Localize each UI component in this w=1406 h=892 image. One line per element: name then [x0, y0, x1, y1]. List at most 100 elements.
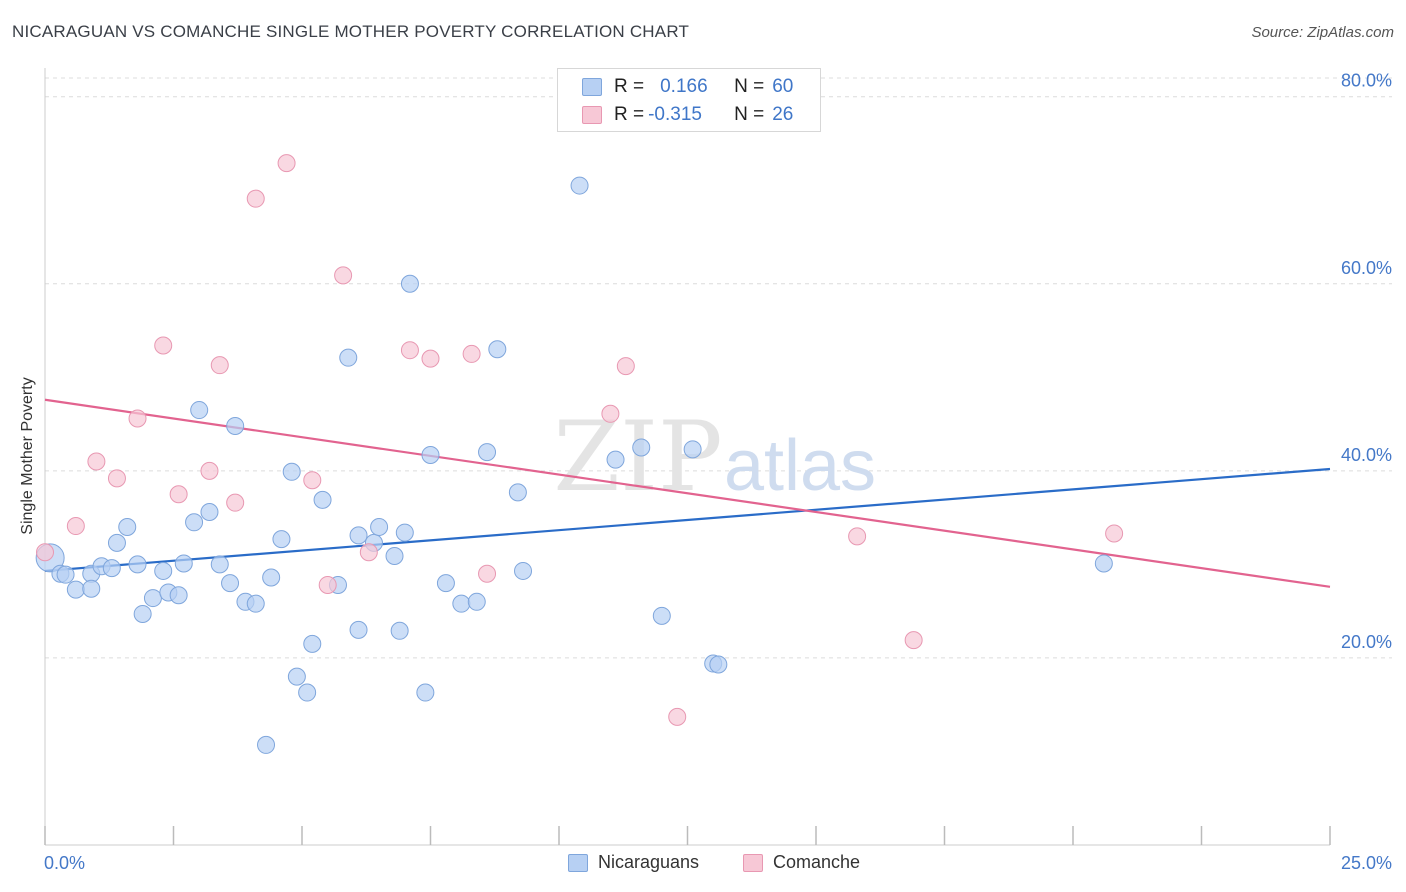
point-comanche: [303, 471, 322, 490]
legend-swatch-pink: [582, 106, 602, 124]
legend-swatch-blue: [582, 78, 602, 96]
point-comanche: [226, 493, 245, 512]
legend-n-value: 26: [772, 104, 794, 125]
bottom-legend-nicaraguans: Nicaraguans: [568, 852, 699, 873]
point-nicaraguans: [303, 634, 322, 653]
point-nicaraguans: [66, 580, 85, 599]
y-tick-label: 60.0%: [1341, 258, 1392, 278]
point-nicaraguans: [107, 533, 126, 552]
point-nicaraguans: [339, 348, 358, 367]
point-comanche: [318, 575, 337, 594]
point-nicaraguans: [416, 683, 435, 702]
legend-r-value: -0.315: [648, 104, 702, 125]
legend-row-comanche: R = -0.315 N = 26: [582, 104, 793, 126]
point-nicaraguans: [246, 594, 265, 613]
point-nicaraguans: [349, 526, 368, 545]
point-nicaraguans: [287, 667, 306, 686]
point-nicaraguans: [709, 655, 728, 674]
point-nicaraguans: [200, 503, 219, 522]
point-nicaraguans: [467, 592, 486, 611]
point-nicaraguans: [606, 450, 625, 469]
trendline-nicaraguans: [44, 467, 1331, 573]
point-comanche: [616, 357, 635, 376]
point-nicaraguans: [400, 274, 419, 293]
point-comanche: [478, 564, 497, 583]
x-tick-label: 25.0%: [1341, 853, 1392, 873]
point-comanche: [200, 461, 219, 480]
point-comanche: [359, 543, 378, 562]
point-nicaraguans: [169, 586, 188, 605]
point-nicaraguans: [226, 416, 245, 435]
stats-legend: R = 0.166 N = 60 R = -0.315 N = 26: [557, 68, 821, 132]
point-nicaraguans: [514, 561, 533, 580]
y-tick-label: 80.0%: [1341, 71, 1392, 91]
point-comanche: [334, 266, 353, 285]
point-nicaraguans: [385, 546, 404, 565]
point-nicaraguans: [185, 513, 204, 532]
point-nicaraguans: [488, 340, 507, 359]
tick-labels: 20.0% 40.0% 60.0% 80.0% 0.0% 25.0%: [44, 71, 1392, 873]
point-nicaraguans: [478, 443, 497, 462]
point-comanche: [210, 356, 229, 375]
chart-title: NICARAGUAN VS COMANCHE SINGLE MOTHER POV…: [12, 22, 690, 41]
point-comanche: [128, 409, 147, 428]
point-nicaraguans: [143, 589, 162, 608]
point-nicaraguans: [652, 606, 671, 625]
legend-row-nicaraguans: R = 0.166 N = 60: [582, 76, 793, 98]
legend-n-label: N =: [734, 104, 765, 125]
legend-r-label: R =: [614, 76, 645, 97]
y-tick-label: 20.0%: [1341, 632, 1392, 652]
point-nicaraguans: [154, 561, 173, 580]
point-nicaraguans: [632, 438, 651, 457]
legend-r-label: R =: [614, 104, 645, 125]
trendline-comanche: [44, 398, 1331, 588]
bottom-legend-comanche: Comanche: [743, 852, 860, 873]
point-nicaraguans: [508, 483, 527, 502]
point-nicaraguans: [56, 565, 75, 584]
point-comanche: [668, 707, 687, 726]
point-comanche: [277, 154, 296, 173]
point-nicaraguans: [221, 574, 240, 593]
point-nicaraguans: [272, 530, 291, 549]
bottom-legend-label-comanche: Comanche: [773, 852, 861, 872]
point-nicaraguans: [436, 574, 455, 593]
legend-r-value: 0.166: [660, 76, 708, 97]
point-nicaraguans: [370, 517, 389, 536]
point-nicaraguans: [313, 490, 332, 509]
point-comanche: [107, 469, 126, 488]
point-nicaraguans: [118, 517, 137, 536]
point-comanche: [904, 631, 923, 650]
point-nicaraguans: [390, 621, 409, 640]
point-nicaraguans: [1094, 554, 1113, 573]
point-nicaraguans: [282, 462, 301, 481]
y-axis-label: Single Mother Poverty: [19, 377, 36, 535]
source-label: Source: ZipAtlas.com: [1251, 24, 1394, 41]
grid-lines: [45, 77, 1392, 659]
point-nicaraguans: [190, 401, 209, 420]
point-comanche: [462, 344, 481, 363]
point-nicaraguans: [128, 555, 147, 574]
point-nicaraguans: [421, 445, 440, 464]
bottom-legend-swatch-blue: [568, 853, 588, 872]
point-nicaraguans: [298, 683, 317, 702]
point-comanche: [169, 485, 188, 504]
point-comanche: [154, 336, 173, 355]
trend-lines: [44, 398, 1331, 588]
point-comanche: [400, 341, 419, 360]
point-nicaraguans: [210, 555, 229, 574]
data-points: [35, 154, 1124, 754]
point-comanche: [246, 189, 265, 208]
point-nicaraguans: [262, 568, 281, 587]
point-nicaraguans: [395, 523, 414, 542]
legend-n-label: N =: [734, 76, 765, 97]
point-nicaraguans: [683, 440, 702, 459]
point-nicaraguans: [82, 579, 101, 598]
point-comanche: [66, 517, 85, 536]
point-comanche: [848, 527, 867, 546]
point-nicaraguans: [452, 594, 471, 613]
point-nicaraguans: [133, 604, 152, 623]
y-tick-label: 40.0%: [1341, 445, 1392, 465]
point-comanche: [421, 349, 440, 368]
bottom-legend-swatch-pink: [743, 853, 763, 872]
